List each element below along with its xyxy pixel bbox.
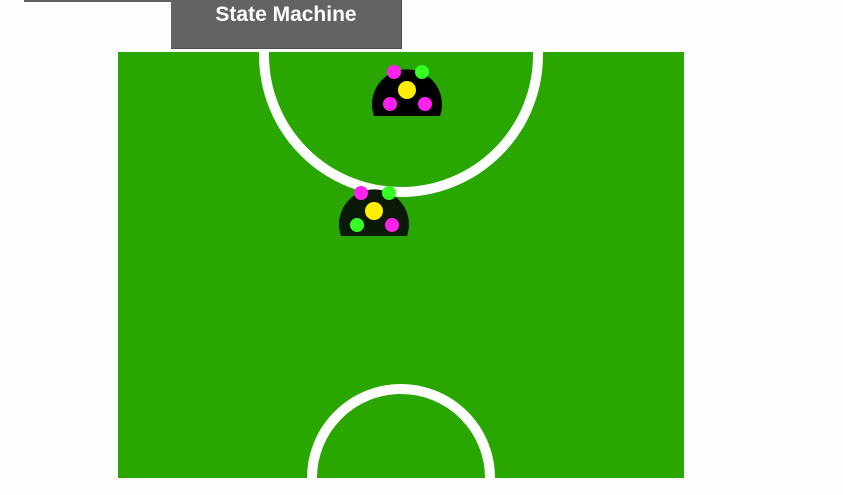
top-center-circle — [259, 52, 543, 197]
robot-marker-dot — [385, 218, 399, 232]
robot-center-marker — [398, 81, 416, 99]
robot-center-marker — [365, 202, 383, 220]
robot-marker-dot — [383, 97, 397, 111]
robot-marker-dot — [418, 97, 432, 111]
robot-1[interactable] — [372, 65, 442, 116]
top-divider — [24, 0, 172, 2]
robot-marker-dot — [354, 186, 368, 200]
robot-2[interactable] — [339, 186, 409, 236]
robot-marker-dot — [415, 65, 429, 79]
robot-marker-dot — [382, 186, 396, 200]
tab-state-machine[interactable]: State Machine — [171, 0, 402, 49]
bottom-center-circle — [307, 384, 495, 478]
soccer-field[interactable] — [118, 0, 684, 478]
robot-marker-dot — [387, 65, 401, 79]
field-canvas — [118, 52, 684, 478]
robot-marker-dot — [350, 218, 364, 232]
field-surface — [118, 52, 684, 478]
